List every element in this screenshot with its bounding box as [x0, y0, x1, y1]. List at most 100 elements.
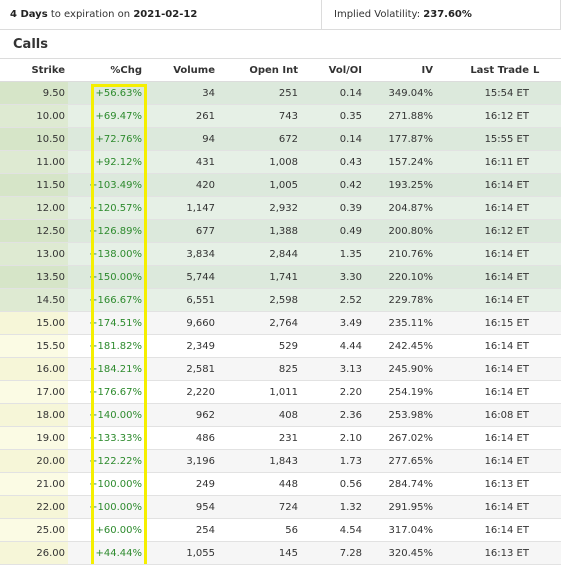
last-trade-cell: 16:15 ET: [484, 317, 529, 329]
last-trade-cell: 16:14 ET: [484, 524, 529, 536]
pct-change-cell: +60.00%: [95, 524, 142, 536]
iv-cell: 157.24%: [388, 156, 434, 168]
table-row[interactable]: 19.00 +133.33% 486 231 2.10 267.02% 16:14 ET: [0, 427, 561, 450]
table-row[interactable]: 20.00 +122.22% 3,196 1,843 1.73 277.65% 16:14 …: [0, 450, 561, 473]
last-trade-cell: 16:11 ET: [484, 156, 529, 168]
header-volume[interactable]: Volume: [173, 64, 215, 76]
iv-cell: 220.10%: [388, 271, 434, 283]
iv-cell: 204.87%: [388, 202, 434, 214]
volume-cell: 34: [202, 87, 215, 99]
header-open-interest[interactable]: Open Int: [249, 64, 298, 76]
table-row[interactable]: 10.00 +69.47% 261 743 0.35 271.88% 16:12 ET: [0, 105, 561, 128]
open-interest-cell: 1,005: [269, 179, 298, 191]
table-row[interactable]: 16.00 +184.21% 2,581 825 3.13 245.90% 16:14 ET: [0, 358, 561, 381]
strike-cell: 20.00: [36, 455, 65, 467]
vol-oi-cell: 1.35: [339, 248, 362, 260]
strike-cell: 21.00: [36, 478, 65, 490]
header-vol-oi[interactable]: Vol/OI: [328, 64, 362, 76]
table-row[interactable]: 13.00 +138.00% 3,834 2,844 1.35 210.76% 16:14 …: [0, 243, 561, 266]
table-row[interactable]: 14.50 +166.67% 6,551 2,598 2.52 229.78% 16:14 …: [0, 289, 561, 312]
volume-cell: 2,349: [186, 340, 215, 352]
volume-cell: 3,196: [186, 455, 215, 467]
strike-cell: 15.50: [36, 340, 65, 352]
header-last-trade[interactable]: Last Trade: [470, 64, 529, 76]
header-pct-change[interactable]: %Chg: [110, 64, 142, 76]
header-iv[interactable]: IV: [421, 64, 433, 76]
pct-change-cell: +181.82%: [89, 340, 142, 352]
strike-cell: 11.00: [36, 156, 65, 168]
iv-cell: 235.11%: [388, 317, 434, 329]
vol-oi-cell: 1.73: [339, 455, 362, 467]
volume-cell: 677: [195, 225, 215, 237]
volume-cell: 5,744: [186, 271, 215, 283]
strike-column-shade: [0, 174, 68, 196]
pct-change-cell: +92.12%: [95, 156, 142, 168]
table-row[interactable]: 13.50 +150.00% 5,744 1,741 3.30 220.10% 16:14 …: [0, 266, 561, 289]
table-row[interactable]: 15.00 +174.51% 9,660 2,764 3.49 235.11% 16:15 …: [0, 312, 561, 335]
open-interest-cell: 408: [278, 409, 298, 421]
volume-cell: 94: [202, 133, 215, 145]
table-row[interactable]: 17.00 +176.67% 2,220 1,011 2.20 254.19% 16:14 …: [0, 381, 561, 404]
table-row[interactable]: 15.50 +181.82% 2,349 529 4.44 242.45% 16:14 ET: [0, 335, 561, 358]
table-row[interactable]: 12.50 +126.89% 677 1,388 0.49 200.80% 16:12 ET: [0, 220, 561, 243]
iv-cell: 267.02%: [388, 432, 434, 444]
strike-cell: 25.00: [36, 524, 65, 536]
strike-column-shade: [0, 450, 68, 472]
header-strike[interactable]: Strike: [31, 64, 65, 76]
strike-cell: 12.50: [36, 225, 65, 237]
table-row[interactable]: 18.00 +140.00% 962 408 2.36 253.98% 16:08 ET: [0, 404, 561, 427]
strike-column-shade: [0, 289, 68, 311]
open-interest-cell: 1,011: [269, 386, 298, 398]
strike-column-shade: [0, 312, 68, 334]
strike-cell: 11.50: [36, 179, 65, 191]
strike-cell: 19.00: [36, 432, 65, 444]
table-header: Strike %Chg Volume Open Int Vol/OI IV La…: [0, 58, 561, 82]
iv-cell: 193.25%: [388, 179, 434, 191]
pct-change-cell: +100.00%: [89, 478, 142, 490]
table-row[interactable]: 11.00 +92.12% 431 1,008 0.43 157.24% 16:11 ET: [0, 151, 561, 174]
table-row[interactable]: 11.50 +103.49% 420 1,005 0.42 193.25% 16:14 ET: [0, 174, 561, 197]
last-trade-cell: 16:12 ET: [484, 110, 529, 122]
pct-change-cell: +150.00%: [89, 271, 142, 283]
last-trade-cell: 16:14 ET: [484, 432, 529, 444]
open-interest-cell: 251: [278, 87, 298, 99]
expiration-info: 4 Days to expiration on 2021-02-12: [10, 9, 197, 20]
volume-cell: 3,834: [186, 248, 215, 260]
iv-cell: 177.87%: [388, 133, 434, 145]
volume-cell: 254: [195, 524, 215, 536]
open-interest-cell: 448: [278, 478, 298, 490]
open-interest-cell: 743: [278, 110, 298, 122]
pct-change-cell: +126.89%: [89, 225, 142, 237]
table-row[interactable]: 12.00 +120.57% 1,147 2,932 0.39 204.87% 16:14 …: [0, 197, 561, 220]
vol-oi-cell: 2.20: [339, 386, 362, 398]
table-row[interactable]: 25.00 +60.00% 254 56 4.54 317.04% 16:14 ET: [0, 519, 561, 542]
open-interest-cell: 1,741: [269, 271, 298, 283]
vol-oi-cell: 0.49: [339, 225, 362, 237]
vol-oi-cell: 2.10: [339, 432, 362, 444]
iv-cell: 200.80%: [388, 225, 434, 237]
strike-cell: 14.50: [36, 294, 65, 306]
vol-oi-cell: 0.35: [339, 110, 362, 122]
last-trade-cell: 16:14 ET: [484, 294, 529, 306]
table-row[interactable]: 10.50 +72.76% 94 672 0.14 177.87% 15:55 ET: [0, 128, 561, 151]
vol-oi-cell: 2.36: [339, 409, 362, 421]
strike-column-shade: [0, 542, 68, 564]
strike-cell: 13.50: [36, 271, 65, 283]
implied-volatility-info: Implied Volatility: 237.60%: [334, 9, 472, 20]
vol-oi-cell: 0.43: [339, 156, 362, 168]
last-trade-cell: 16:14 ET: [484, 248, 529, 260]
table-row[interactable]: 21.00 +100.00% 249 448 0.56 284.74% 16:13 ET: [0, 473, 561, 496]
table-row[interactable]: 26.00 +44.44% 1,055 145 7.28 320.45% 16:13 ET: [0, 542, 561, 565]
vol-oi-cell: 7.28: [339, 547, 362, 559]
last-trade-cell: 16:14 ET: [484, 340, 529, 352]
header-truncated-column[interactable]: L: [533, 64, 540, 76]
pct-change-cell: +100.00%: [89, 501, 142, 513]
calls-section-title: Calls: [13, 37, 48, 52]
iv-cell: 210.76%: [388, 248, 434, 260]
volume-cell: 1,055: [186, 547, 215, 559]
vol-oi-cell: 1.32: [339, 501, 362, 513]
table-row[interactable]: 22.00 +100.00% 954 724 1.32 291.95% 16:14 ET: [0, 496, 561, 519]
volume-cell: 954: [195, 501, 215, 513]
table-row[interactable]: 9.50 +56.63% 34 251 0.14 349.04% 15:54 ET: [0, 82, 561, 105]
strike-column-shade: [0, 128, 68, 150]
